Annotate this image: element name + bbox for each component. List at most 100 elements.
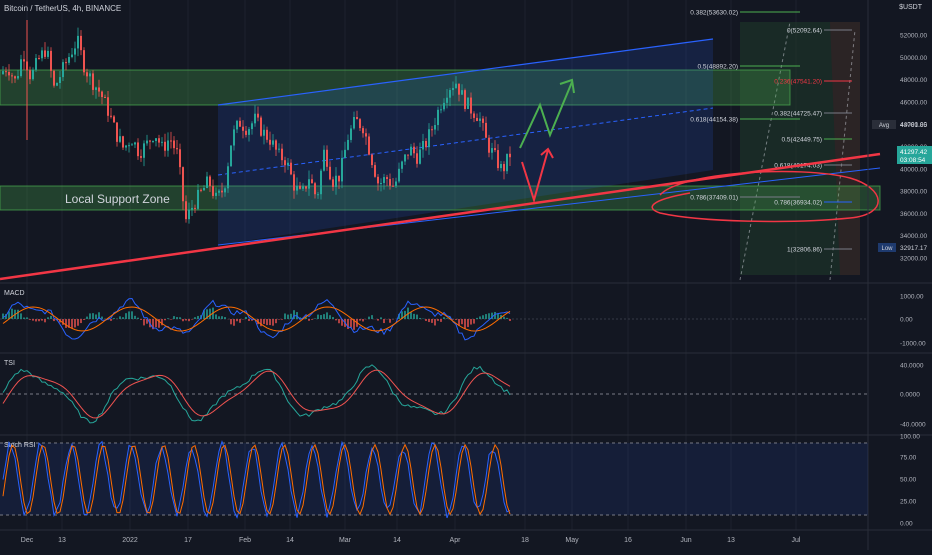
candle-body <box>8 72 10 75</box>
candle-body <box>206 176 208 188</box>
candle-body <box>365 133 367 136</box>
price-tick: 34000.00 <box>900 233 927 240</box>
candle-body <box>281 149 283 161</box>
fib-right-label: 0(52092.64) <box>787 28 822 35</box>
macd-bar <box>92 313 94 319</box>
macd-bar <box>332 317 334 319</box>
time-tick: Apr <box>450 537 462 544</box>
fib-left-label: 0.382(53630.02) <box>690 10 738 17</box>
macd-bar <box>446 318 448 319</box>
candle-body <box>410 147 412 156</box>
macd-bar <box>383 319 385 323</box>
macd-tick: -1000.00 <box>900 341 926 348</box>
candle-body <box>188 210 190 220</box>
candle-body <box>509 154 511 157</box>
candle-body <box>233 129 235 145</box>
fib-left-label: 0.618(44154.38) <box>690 117 738 124</box>
candle-body <box>251 123 253 129</box>
candle-body <box>305 186 307 188</box>
macd-bar <box>368 317 370 319</box>
candle-body <box>161 142 163 143</box>
time-tick: 13 <box>727 537 735 544</box>
candle-body <box>494 148 496 150</box>
macd-bar <box>434 319 436 325</box>
candle-body <box>44 50 46 56</box>
candle-body <box>254 114 256 124</box>
macd-bar <box>131 311 133 319</box>
macd-bar <box>269 319 271 325</box>
macd-bar <box>263 319 265 324</box>
macd-bar <box>224 317 226 319</box>
candle-body <box>428 129 430 147</box>
candle-body <box>149 141 151 142</box>
candle-body <box>320 171 322 195</box>
time-tick: 2022 <box>122 537 138 544</box>
macd-bar <box>320 315 322 319</box>
candle-body <box>248 129 250 135</box>
time-tick: 16 <box>624 537 632 544</box>
candle-body <box>236 121 238 130</box>
candle-body <box>362 128 364 133</box>
macd-tick: 0.00 <box>900 317 913 324</box>
time-tick: 18 <box>521 537 529 544</box>
macd-bar <box>278 319 280 320</box>
macd-bar <box>284 313 286 319</box>
time-tick: May <box>565 537 579 544</box>
macd-bar <box>308 319 310 321</box>
macd-bar <box>359 319 361 321</box>
candle-body <box>395 181 397 186</box>
macd-bar <box>86 317 88 319</box>
candle-body <box>269 140 271 145</box>
macd-bar <box>323 314 325 319</box>
candle-body <box>491 148 493 153</box>
macd-bar <box>428 319 430 322</box>
candle-body <box>353 117 355 128</box>
candle-body <box>506 154 508 171</box>
candle-body <box>146 141 148 144</box>
svg-text:43781.85: 43781.85 <box>900 122 927 129</box>
candle-body <box>53 71 55 86</box>
candle-body <box>401 162 403 169</box>
candle-body <box>344 150 346 158</box>
price-tick: 32000.00 <box>900 256 927 263</box>
macd-bar <box>89 313 91 319</box>
macd-bar <box>314 318 316 319</box>
candle-body <box>263 130 265 136</box>
candle-body <box>443 103 445 109</box>
candle-body <box>221 191 223 193</box>
candle-body <box>203 188 205 190</box>
stoch-rsi-pane[interactable]: Stoch RSI <box>0 442 868 518</box>
macd-bar <box>194 317 196 319</box>
candle-body <box>62 62 64 77</box>
candle-body <box>374 165 376 177</box>
macd-bar <box>410 312 412 319</box>
candle-body <box>56 83 58 86</box>
macd-bar <box>143 319 145 325</box>
candle-body <box>479 119 481 121</box>
candle-body <box>131 144 133 145</box>
macd-bar <box>272 319 274 326</box>
candle-body <box>242 127 244 131</box>
avg-tag: Avg 43781.85 <box>872 120 927 129</box>
tsi-tick: 0.0000 <box>900 392 920 399</box>
time-tick: Feb <box>239 537 251 544</box>
macd-bar <box>191 319 193 320</box>
tsi-title: TSI <box>4 360 15 367</box>
price-tick: 36000.00 <box>900 211 927 218</box>
svg-text:03:08:54: 03:08:54 <box>900 157 926 164</box>
candle-body <box>416 153 418 164</box>
currency-label: USDT <box>903 4 923 11</box>
macd-bar <box>38 319 40 321</box>
candle-body <box>323 150 325 171</box>
candle-body <box>185 201 187 219</box>
candle-body <box>326 150 328 167</box>
macd-bar <box>326 312 328 319</box>
macd-bar <box>2 314 4 319</box>
macd-bar <box>245 317 247 319</box>
macd-bar <box>197 316 199 319</box>
candle-body <box>5 71 7 72</box>
candle-body <box>407 155 409 156</box>
candle-body <box>122 136 124 147</box>
